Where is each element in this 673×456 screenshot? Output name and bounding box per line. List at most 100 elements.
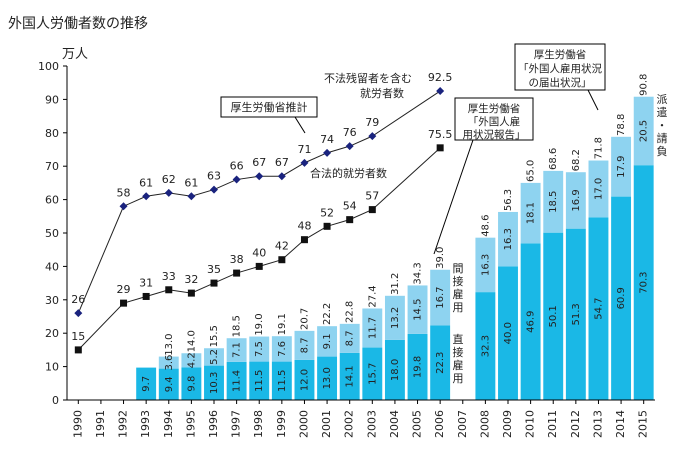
bar-lower-label: 22.3 <box>435 352 446 374</box>
bar-upper-label: 16.3 <box>503 228 514 250</box>
y-tick-label: 30 <box>45 294 59 307</box>
bar-total-label: 68.2 <box>571 149 582 171</box>
bar-upper-label: 5.2 <box>209 349 220 365</box>
bar-upper-label: 7.5 <box>254 341 265 357</box>
y-tick-label: 80 <box>45 127 59 140</box>
bar-total-label: 27.4 <box>367 285 378 307</box>
bar-lower <box>611 196 632 400</box>
bar-upper-label: 7.1 <box>232 342 243 358</box>
bar-total-label: 18.5 <box>232 315 243 337</box>
annotation-estimate-text: 厚生労働省推計 <box>231 100 308 114</box>
bar-total-label: 31.2 <box>390 273 401 295</box>
bar-total-label: 48.6 <box>480 215 491 237</box>
bar-upper-label: 16.3 <box>480 254 491 276</box>
bar-lower <box>249 361 270 400</box>
legal-value-label: 29 <box>117 283 131 296</box>
legal-point <box>233 269 241 277</box>
legal-value-label: 31 <box>139 276 153 289</box>
legal-value-label: 33 <box>162 270 176 283</box>
legal-point <box>300 236 308 244</box>
legal-point <box>346 216 354 224</box>
bar-lower-label: 9.7 <box>141 376 152 392</box>
bar-upper <box>158 356 179 369</box>
illegal-value-label: 63 <box>207 170 221 183</box>
illegal-value-label: 62 <box>162 173 176 186</box>
label-indirect: 間接雇用 <box>453 262 464 314</box>
illegal-value-label: 67 <box>252 156 266 169</box>
bar-upper <box>543 170 564 233</box>
illegal-point <box>323 148 332 157</box>
x-tick-label: 2011 <box>546 410 559 438</box>
illegal-point <box>300 158 309 167</box>
bar-lower <box>317 356 338 400</box>
bar-lower <box>430 325 451 400</box>
legal-value-label: 15 <box>71 330 85 343</box>
y-tick-label: 90 <box>45 93 59 106</box>
bar-upper <box>294 330 315 360</box>
illegal-point <box>142 192 151 201</box>
legal-value-label: 35 <box>207 263 221 276</box>
bar-upper-label: 11.7 <box>367 317 378 339</box>
label-dispatch: 派遣・請負 <box>657 93 668 158</box>
label-direct: 直接雇用 <box>453 332 464 385</box>
y-tick-label: 60 <box>45 194 59 207</box>
bar-total-label: 14.0 <box>186 330 197 352</box>
bar-upper-label: 17.0 <box>593 178 604 200</box>
legal-value-label: 42 <box>275 240 289 253</box>
bar-lower <box>294 359 315 400</box>
illegal-point <box>119 202 128 211</box>
annotation-report-2006: 厚生労働省「外国人雇用状況報告」 <box>433 97 534 255</box>
bar-total-label: 68.6 <box>548 148 559 170</box>
x-tick-label: 2001 <box>320 410 333 438</box>
illegal-line <box>77 90 441 314</box>
bar-total-label: 19.1 <box>277 313 288 335</box>
x-tick-label: 2010 <box>524 410 537 438</box>
bar-total-label: 20.7 <box>299 308 310 330</box>
illegal-point <box>255 172 264 181</box>
bar-lower-label: 19.8 <box>413 356 424 378</box>
bar-lower-label: 11.4 <box>232 370 243 392</box>
legal-point <box>142 292 150 300</box>
legal-value-label: 38 <box>230 253 244 266</box>
bar-total-label: 22.8 <box>345 301 356 323</box>
bar-upper-label: 9.1 <box>322 333 333 349</box>
bar-lower-label: 13.0 <box>322 367 333 389</box>
bar-upper <box>565 172 586 229</box>
legal-point <box>436 144 444 152</box>
bar-total-label: 56.3 <box>503 189 514 211</box>
illegal-point <box>345 142 354 151</box>
y-tick-label: 100 <box>38 60 59 73</box>
bar-lower <box>226 361 247 400</box>
bar-lower-label: 51.3 <box>571 303 582 325</box>
bar-lower <box>271 361 292 400</box>
bar-lower-label: 11.5 <box>254 370 265 392</box>
x-tick-label: 1994 <box>162 410 175 438</box>
bar-total-label: 90.8 <box>639 74 650 96</box>
chart-title: 外国人労働者数の推移 <box>8 16 148 32</box>
legal-point <box>368 206 376 214</box>
bar-lower <box>475 292 496 400</box>
bar-total-label: 78.8 <box>616 114 627 136</box>
bar-upper-label: 18.5 <box>548 191 559 213</box>
bar-upper <box>362 308 383 348</box>
legal-value-label: 40 <box>252 246 266 259</box>
bar-lower-label: 32.3 <box>480 335 491 357</box>
x-tick-label: 2004 <box>388 410 401 438</box>
bar-upper <box>633 96 654 166</box>
x-tick-label: 2015 <box>637 410 650 438</box>
bar-upper <box>181 353 202 368</box>
illegal-point <box>164 188 173 197</box>
bar-upper <box>611 136 632 197</box>
bar-upper-label: 7.6 <box>277 341 288 357</box>
bar-lower <box>136 367 157 400</box>
x-tick-label: 2007 <box>456 410 469 438</box>
x-tick-label: 2009 <box>501 410 514 438</box>
illegal-point <box>74 309 83 318</box>
bar-lower-label: 40.0 <box>503 322 514 344</box>
x-tick-label: 1992 <box>117 410 130 438</box>
illegal-point <box>277 172 286 181</box>
bar-upper-label: 8.7 <box>299 337 310 353</box>
x-tick-label: 1997 <box>230 410 243 438</box>
y-tick-label: 70 <box>45 160 59 173</box>
x-tick-label: 1993 <box>139 410 152 438</box>
